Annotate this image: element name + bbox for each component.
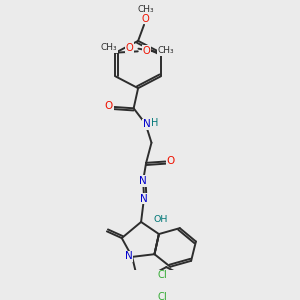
Text: CH₃: CH₃ [100, 44, 117, 52]
Text: Cl: Cl [157, 270, 167, 280]
Text: O: O [105, 101, 113, 111]
Text: N: N [139, 176, 146, 186]
Text: CH₃: CH₃ [137, 5, 154, 14]
Text: N: N [143, 119, 151, 129]
Text: OH: OH [153, 215, 168, 224]
Text: CH₃: CH₃ [157, 46, 174, 55]
Text: N: N [125, 251, 133, 261]
Text: O: O [125, 43, 133, 53]
Text: Cl: Cl [157, 292, 167, 300]
Text: O: O [142, 14, 149, 24]
Text: O: O [142, 46, 150, 56]
Text: H: H [152, 118, 159, 128]
Text: O: O [167, 156, 175, 166]
Text: N: N [140, 194, 147, 204]
